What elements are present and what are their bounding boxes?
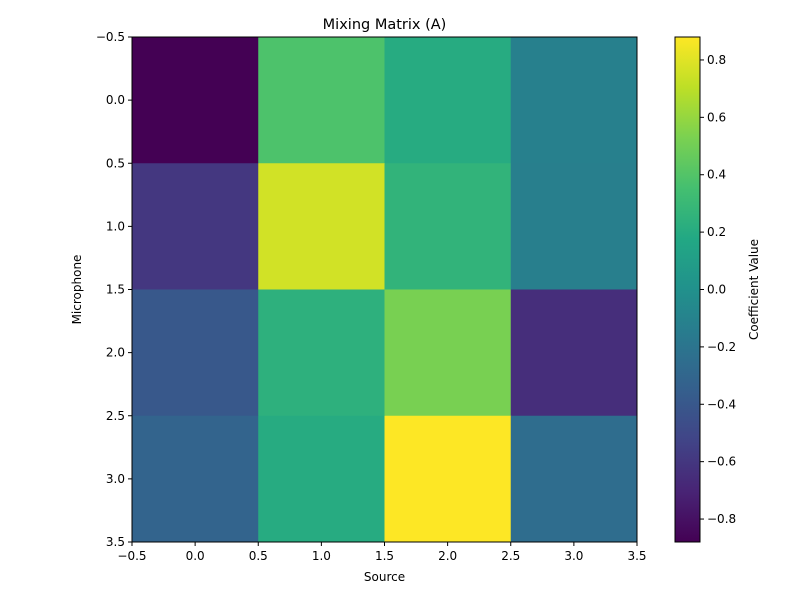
heatmap-cell-r0-c0 — [132, 37, 259, 164]
colorbar — [674, 36, 701, 543]
y-tick-label: 0.5 — [106, 156, 125, 170]
x-tick-label: 0.0 — [186, 549, 205, 563]
colorbar-tick-label: 0.8 — [707, 53, 726, 67]
y-tick-label: 1.5 — [106, 283, 125, 297]
colorbar-tick-label: 0.6 — [707, 110, 726, 124]
y-tick-label: 3.5 — [106, 535, 125, 549]
y-tick-label: 0.0 — [106, 93, 125, 107]
heatmap-cell-r3-c0 — [132, 415, 259, 543]
colorbar-tick-label: 0.4 — [707, 168, 726, 182]
y-tick-label: 2.0 — [106, 346, 125, 360]
x-tick-label: 3.5 — [627, 549, 646, 563]
heatmap-cell-r2-c3 — [510, 289, 638, 417]
heatmap-cell-r1-c1 — [258, 163, 385, 290]
y-axis: −0.5 0.0 0.5 1.0 1.5 2.0 2.5 3.0 3.5 — [96, 30, 132, 549]
x-tick-label: 1.0 — [312, 549, 331, 563]
x-axis: −0.5 0.0 0.5 1.0 1.5 2.0 2.5 3.0 3.5 — [117, 542, 647, 563]
y-tick-label: 2.5 — [106, 409, 125, 423]
heatmap-cell-r2-c0 — [132, 289, 259, 417]
x-tick-label: 2.0 — [438, 549, 457, 563]
heatmap-cell-r2-c2 — [384, 289, 512, 417]
heatmap-cell-r1-c3 — [510, 163, 638, 290]
y-axis-label: Microphone — [70, 255, 84, 325]
heatmap-cells — [132, 37, 638, 543]
colorbar-tick-label: 0.0 — [707, 283, 726, 297]
colorbar-tick-label: −0.4 — [707, 397, 736, 411]
heatmap-cell-r0-c3 — [510, 37, 638, 164]
x-tick-label: 1.5 — [375, 549, 394, 563]
colorbar-tick-label: 0.2 — [707, 225, 726, 239]
x-axis-label: Source — [364, 570, 405, 584]
colorbar-tick-label: −0.2 — [707, 340, 736, 354]
x-tick-label: 0.5 — [249, 549, 268, 563]
heatmap-cell-r3-c1 — [258, 415, 385, 543]
colorbar-tick-label: −0.6 — [707, 455, 736, 469]
heatmap-cell-r0-c1 — [258, 37, 385, 164]
colorbar-label: Coefficient Value — [747, 239, 761, 340]
y-tick-label: −0.5 — [96, 30, 125, 44]
colorbar-axis: −0.8 −0.6 −0.4 −0.2 0.0 0.2 0.4 0.6 0.8 — [700, 53, 736, 526]
x-tick-label: 2.5 — [501, 549, 520, 563]
x-tick-label: −0.5 — [117, 549, 146, 563]
heatmap-cell-r2-c1 — [258, 289, 385, 417]
heatmap-cell-r1-c0 — [132, 163, 259, 290]
heatmap-cell-r3-c2 — [384, 415, 512, 543]
y-tick-label: 3.0 — [106, 472, 125, 486]
heatmap-cell-r0-c2 — [384, 37, 512, 164]
y-tick-label: 1.0 — [106, 219, 125, 233]
heatmap-cell-r1-c2 — [384, 163, 512, 290]
heatmap-cell-r3-c3 — [510, 415, 638, 543]
chart-title: Mixing Matrix (A) — [323, 17, 447, 33]
colorbar-tick-label: −0.8 — [707, 512, 736, 526]
x-tick-label: 3.0 — [564, 549, 583, 563]
